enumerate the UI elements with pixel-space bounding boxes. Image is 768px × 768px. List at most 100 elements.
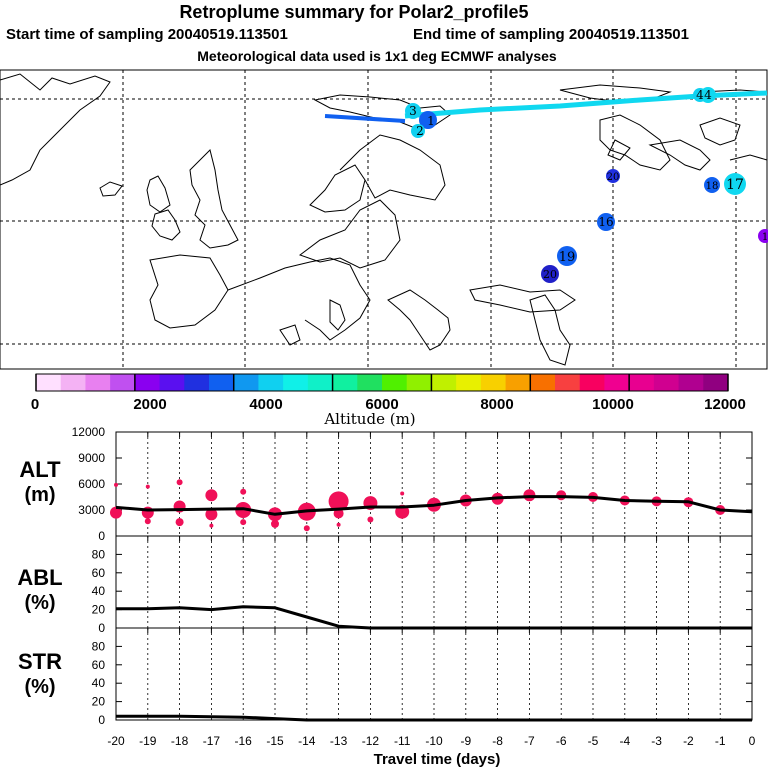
cluster-marker bbox=[411, 124, 425, 138]
x-tick-label: -8 bbox=[492, 734, 503, 748]
cluster-marker bbox=[758, 229, 768, 243]
colorbar-swatch bbox=[258, 374, 284, 391]
colorbar-swatch bbox=[431, 374, 457, 391]
x-tick-label: -19 bbox=[139, 734, 157, 748]
x-tick-label: -17 bbox=[203, 734, 221, 748]
colorbar-swatch bbox=[60, 374, 86, 391]
colorbar-swatch bbox=[703, 374, 729, 391]
cluster-marker bbox=[700, 87, 716, 103]
cluster-label: 16 bbox=[598, 215, 613, 229]
colorbar-swatch bbox=[530, 374, 556, 391]
colorbar-swatch bbox=[184, 374, 210, 391]
cluster-label: 1 bbox=[427, 114, 435, 128]
cluster-dot bbox=[176, 479, 183, 486]
x-tick-label: -9 bbox=[460, 734, 471, 748]
cluster-dot bbox=[114, 482, 118, 487]
altitude-colorbar bbox=[35, 373, 729, 392]
y-tick-label: 80 bbox=[92, 639, 106, 653]
cluster-dot bbox=[240, 519, 247, 526]
colorbar-swatch bbox=[283, 374, 309, 391]
x-tick-label: -18 bbox=[171, 734, 189, 748]
trajectory-blue bbox=[324, 114, 406, 123]
met-data-label: Meteorological data used is 1x1 deg ECMW… bbox=[197, 48, 557, 64]
str-panel: 0 20 40 60 80 bbox=[92, 627, 753, 727]
end-time-label: End time of sampling 20040519.113501 bbox=[413, 26, 689, 43]
cluster-label: 17 bbox=[726, 177, 744, 193]
colorbar-tick-label: 2000 bbox=[133, 396, 166, 413]
colorbar-title: Altitude (m) bbox=[323, 410, 415, 428]
colorbar-swatch bbox=[233, 374, 259, 391]
cluster-dot bbox=[205, 489, 218, 502]
colorbar-swatch bbox=[456, 374, 482, 391]
y-tick-label: 40 bbox=[92, 676, 106, 690]
colorbar-swatch bbox=[357, 374, 383, 391]
cluster-marker bbox=[419, 111, 437, 129]
x-tick-labels: -20 -19 -18 -17 -16 -15 -14 -13 -12 -11 -10 -9 -8 -7-… bbox=[107, 734, 755, 748]
start-time-label: Start time of sampling 20040519.113501 bbox=[6, 26, 288, 43]
cluster-marker bbox=[724, 173, 746, 195]
cluster-label: 20 bbox=[607, 172, 620, 183]
cluster-label: 18 bbox=[706, 181, 719, 192]
colorbar-swatch bbox=[555, 374, 581, 391]
map-cluster-labels: 3 1 2 4 4 20 16 18 17 19 20 1 bbox=[409, 88, 768, 281]
colorbar-swatch bbox=[653, 374, 680, 391]
x-tick-label: -15 bbox=[266, 734, 284, 748]
colorbar-swatch bbox=[110, 374, 136, 391]
y-tick-label: 60 bbox=[92, 566, 106, 580]
cluster-label: 3 bbox=[409, 104, 417, 118]
abl-panel: 0 20 40 60 80 bbox=[92, 535, 753, 635]
cluster-dot bbox=[205, 508, 218, 521]
x-tick-label: -3 bbox=[651, 734, 662, 748]
map-panel: 3 1 2 4 4 20 16 18 17 19 20 1 bbox=[0, 69, 768, 370]
cluster-marker bbox=[541, 265, 559, 283]
colorbar-swatch bbox=[629, 374, 655, 391]
y-tick-label: 0 bbox=[98, 713, 105, 727]
colorbar-swatch bbox=[382, 374, 408, 391]
cluster-dot bbox=[110, 506, 122, 519]
colorbar-swatch bbox=[209, 374, 235, 391]
colorbar-tick-label: 6000 bbox=[365, 396, 398, 413]
map-coastlines bbox=[0, 73, 768, 366]
y-tick-label: 80 bbox=[92, 547, 106, 561]
cluster-marker bbox=[557, 246, 577, 266]
colorbar-swatch bbox=[579, 374, 605, 391]
x-tick-label: -11 bbox=[394, 734, 411, 748]
cluster-dot bbox=[367, 516, 374, 523]
cluster-dot bbox=[175, 518, 184, 527]
colorbar-swatch bbox=[678, 374, 704, 391]
cluster-marker bbox=[704, 177, 720, 193]
figure-title: Retroplume summary for Polar2_profile5 bbox=[179, 2, 528, 22]
cluster-dot bbox=[333, 508, 344, 519]
x-tick-label: -6 bbox=[556, 734, 567, 748]
alt-panel-label: ALT bbox=[19, 457, 61, 482]
cluster-dot bbox=[145, 484, 150, 489]
x-tick-label: -14 bbox=[298, 734, 316, 748]
cluster-dot bbox=[328, 491, 349, 512]
y-tick-label: 6000 bbox=[78, 477, 105, 491]
x-tick-label: -5 bbox=[588, 734, 599, 748]
colorbar-swatch bbox=[85, 374, 111, 391]
abl-panel-unit: (%) bbox=[24, 592, 55, 614]
cluster-dot bbox=[271, 519, 279, 528]
colorbar-tick-label: 0 bbox=[31, 396, 39, 413]
colorbar-tick-label: 8000 bbox=[480, 396, 513, 413]
colorbar-swatch bbox=[159, 374, 185, 391]
y-tick-label: 12000 bbox=[72, 425, 106, 439]
cluster-label: 1 bbox=[762, 232, 768, 243]
x-tick-label: -13 bbox=[330, 734, 348, 748]
colorbar-swatch bbox=[505, 374, 531, 391]
x-tick-label: -20 bbox=[107, 734, 125, 748]
cluster-dot bbox=[336, 522, 341, 527]
x-tick-label: -7 bbox=[524, 734, 535, 748]
y-tick-label: 3000 bbox=[78, 503, 105, 517]
colorbar-swatch bbox=[134, 374, 161, 391]
x-axis-label: Travel time (days) bbox=[374, 751, 501, 768]
colorbar-tick-label: 10000 bbox=[592, 396, 634, 413]
map-frame bbox=[0, 69, 768, 370]
cluster-dot bbox=[400, 491, 405, 496]
x-tick-label: -1 bbox=[715, 734, 726, 748]
x-tick-label: -16 bbox=[235, 734, 253, 748]
series-line bbox=[115, 495, 753, 516]
colorbar-tick-label: 4000 bbox=[249, 396, 282, 413]
cluster-label: 2 bbox=[416, 124, 424, 138]
